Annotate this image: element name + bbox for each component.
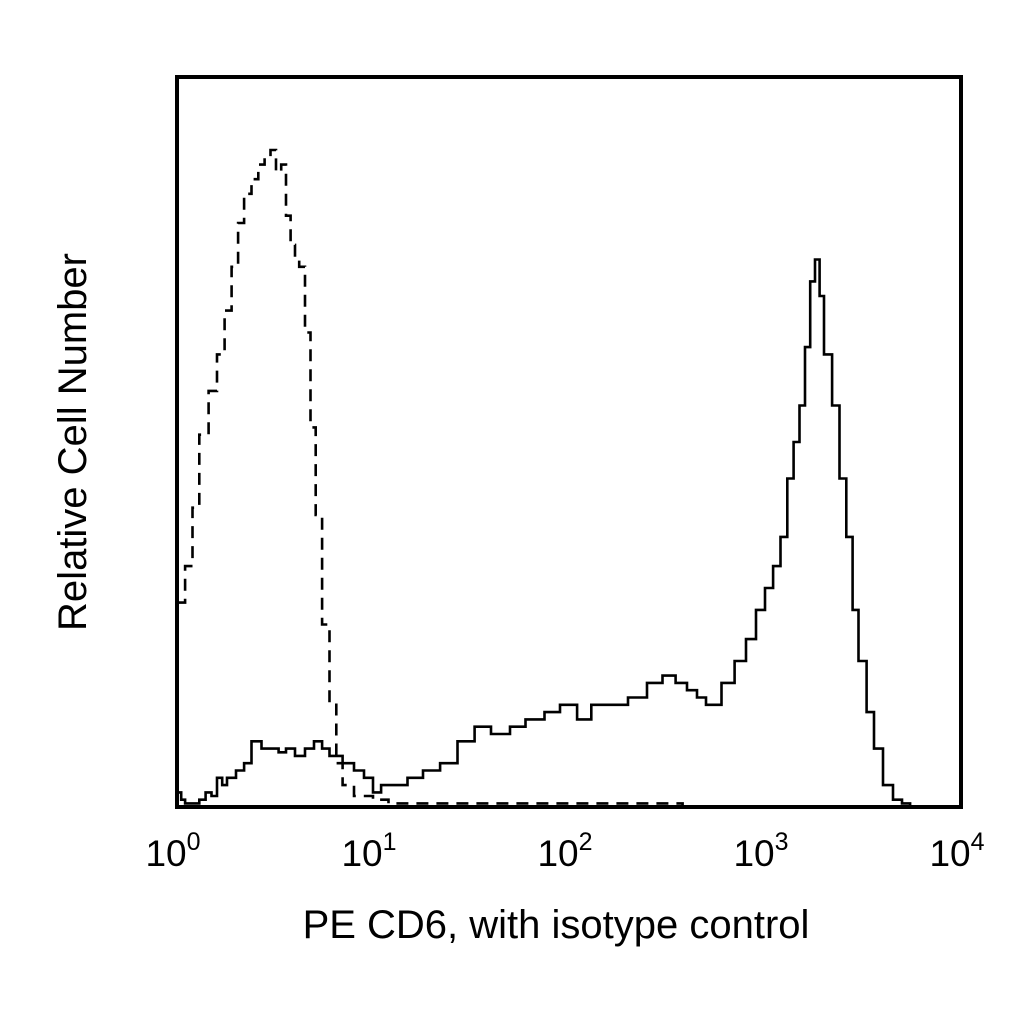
x-tick-label: 104 xyxy=(929,828,984,874)
x-tick-base: 10 xyxy=(145,833,186,874)
x-tick-label: 101 xyxy=(341,828,396,874)
x-tick-base: 10 xyxy=(537,833,578,874)
x-tick-exponent: 0 xyxy=(187,828,201,856)
x-tick-base: 10 xyxy=(341,833,382,874)
x-tick-exponent: 4 xyxy=(971,828,985,856)
plot-frame xyxy=(175,75,963,809)
x-tick-labels: 100 101 102 103 104 xyxy=(145,828,984,874)
isotype-control-histogram xyxy=(177,148,684,807)
x-axis-title: PE CD6, with isotype control xyxy=(303,903,810,947)
x-tick-label: 103 xyxy=(733,828,788,874)
series-layer xyxy=(177,148,912,807)
x-tick-exponent: 3 xyxy=(775,828,789,856)
pe-cd6-histogram xyxy=(177,258,912,807)
y-axis-title: Relative Cell Number xyxy=(51,253,95,631)
x-tick-label: 102 xyxy=(537,828,592,874)
x-tick-base: 10 xyxy=(929,833,970,874)
x-tick-label: 100 xyxy=(145,828,200,874)
x-tick-exponent: 2 xyxy=(579,828,593,856)
x-tick-exponent: 1 xyxy=(383,828,397,856)
x-tick-base: 10 xyxy=(733,833,774,874)
